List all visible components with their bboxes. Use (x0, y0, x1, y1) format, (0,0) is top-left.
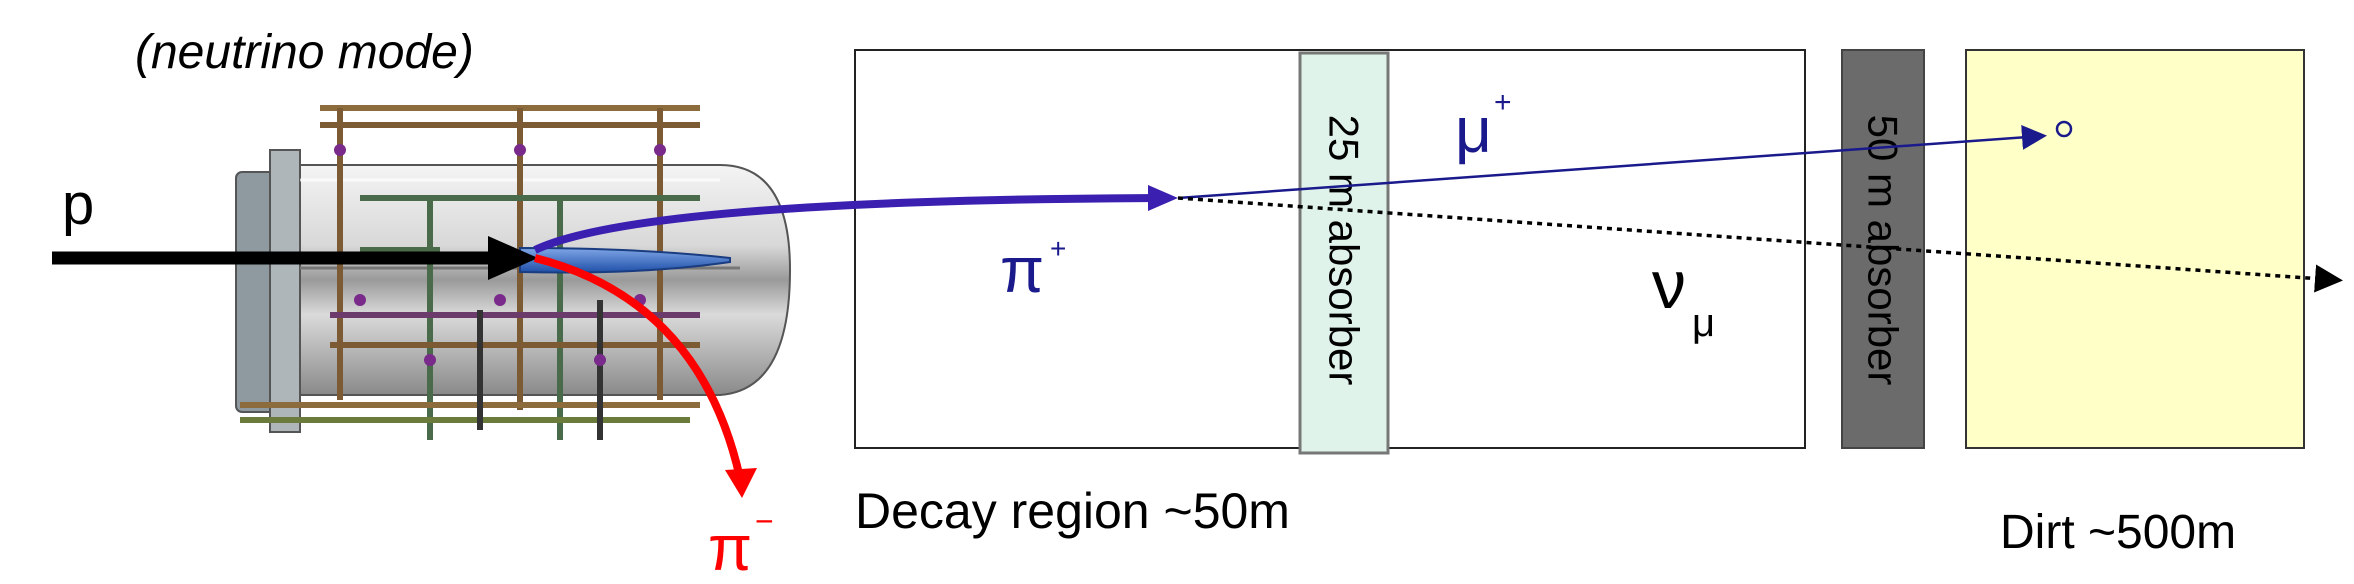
mu-plus-charge: + (1494, 86, 1512, 119)
pi-minus-charge: − (755, 503, 774, 539)
pi-minus-arrow-head (725, 468, 757, 498)
dirt-region (1965, 49, 2305, 449)
nu-symbol: ν (1652, 247, 1686, 323)
muon-stop-marker (2055, 120, 2073, 138)
proton-arrow-head (488, 236, 538, 280)
pi-plus-label: π + (1000, 233, 1066, 306)
horn-flange-inner (269, 149, 301, 433)
neutrino-mode-label: (neutrino mode) (135, 26, 474, 79)
muon-track (1177, 124, 2047, 200)
proton-label: p (62, 172, 94, 237)
pi-plus-symbol: π (1000, 234, 1044, 306)
pi-minus-track (534, 254, 744, 479)
pi-plus-arrow-head (1148, 185, 1178, 211)
neutrino-track (1177, 196, 2343, 293)
pi-plus-charge: + (1050, 233, 1066, 264)
dirt-label: Dirt ~500m (2000, 506, 2236, 559)
nu-mu-label: ν μ (1652, 247, 1715, 345)
nu-subscript: μ (1692, 301, 1715, 345)
pi-plus-track (533, 194, 1161, 254)
mu-plus-label: μ + (1455, 86, 1512, 166)
decay-region-label: Decay region ~50m (855, 483, 1290, 539)
mu-plus-symbol: μ (1455, 94, 1492, 166)
pi-minus-label: π − (708, 503, 774, 584)
absorber-25m (1298, 51, 1390, 455)
absorber-25m-label: 25 m absorber (1321, 115, 1368, 386)
pi-minus-symbol: π (708, 512, 752, 584)
